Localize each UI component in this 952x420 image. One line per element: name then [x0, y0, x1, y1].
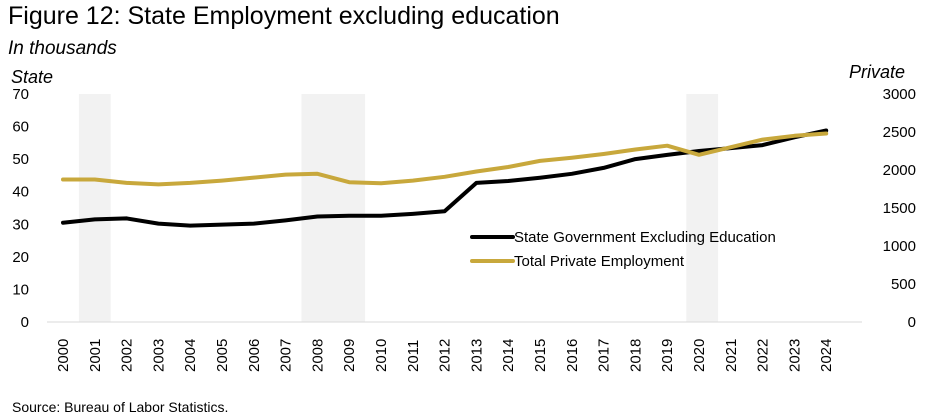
- x-tick-label: 2024: [818, 339, 835, 372]
- x-tick-label: 2006: [246, 339, 263, 372]
- right-tick-label: 1000: [883, 238, 916, 255]
- x-tick-label: 2011: [405, 340, 422, 372]
- legend: State Government Excluding Education Tota…: [470, 229, 776, 270]
- right-axis-label: Private: [849, 62, 905, 82]
- x-tick-label: 2004: [182, 339, 199, 372]
- left-tick-label: 10: [12, 281, 29, 298]
- left-tick-label: 60: [12, 119, 29, 136]
- right-axis-ticks: 0 500 1000 1500 2000 2500 3000: [883, 86, 916, 331]
- right-tick-label: 2500: [883, 124, 916, 141]
- x-tick-label: 2001: [87, 339, 104, 372]
- recession-band-0: [78, 94, 111, 322]
- left-tick-label: 50: [12, 151, 29, 168]
- x-tick-label: 2012: [437, 339, 454, 372]
- left-tick-label: 30: [12, 216, 29, 233]
- series-line-1: [61, 131, 829, 187]
- left-axis-label: State: [11, 67, 53, 87]
- x-tick-label: 2017: [596, 339, 613, 372]
- x-tick-label: 2023: [786, 339, 803, 372]
- x-tick-label: 2003: [150, 339, 167, 372]
- right-tick-label: 3000: [883, 86, 916, 103]
- right-tick-label: 2000: [883, 162, 916, 179]
- x-tick-label: 2009: [341, 339, 358, 372]
- x-tick-label: 2002: [119, 339, 136, 372]
- left-tick-label: 40: [12, 184, 29, 201]
- left-tick-label: 70: [12, 86, 29, 103]
- recession-band-1: [301, 94, 366, 322]
- x-tick-label: 2013: [468, 339, 485, 372]
- x-tick-label: 2021: [723, 339, 740, 372]
- x-tick-label: 2020: [691, 339, 708, 372]
- x-tick-label: 2014: [500, 339, 517, 372]
- x-tick-label: 2015: [532, 339, 549, 372]
- source-note: Source: Bureau of Labor Statistics.: [12, 399, 229, 415]
- left-tick-label: 20: [12, 249, 29, 266]
- chart-title: Figure 12: State Employment excluding ed…: [8, 2, 560, 30]
- recession-shading: [78, 94, 719, 322]
- x-tick-label: 2000: [55, 339, 72, 372]
- x-tick-label: 2007: [278, 339, 295, 372]
- left-axis-ticks: 0 10 20 30 40 50 60 70: [12, 86, 29, 331]
- right-tick-label: 500: [891, 276, 916, 293]
- x-tick-label: 2005: [214, 339, 231, 372]
- x-tick-label: 2016: [564, 339, 581, 372]
- right-tick-label: 0: [908, 314, 916, 331]
- x-tick-label: 2019: [659, 339, 676, 372]
- left-tick-label: 0: [21, 314, 29, 331]
- recession-band-2: [686, 94, 719, 322]
- legend-label-1: Total Private Employment: [514, 253, 685, 270]
- x-tick-label: 2010: [373, 339, 390, 372]
- x-tick-label: 2008: [309, 339, 326, 372]
- x-tick-label: 2022: [755, 339, 772, 372]
- x-axis-ticks: 2000 2001 2002 2003 2004 2005 2006 2007 2008 2009…: [55, 339, 835, 372]
- x-tick-label: 2018: [627, 339, 644, 372]
- chart-subtitle: In thousands: [8, 38, 117, 59]
- series-lines: [61, 128, 829, 228]
- series-line-0: [61, 128, 829, 228]
- legend-label-0: State Government Excluding Education: [514, 229, 776, 246]
- right-tick-label: 1500: [883, 200, 916, 217]
